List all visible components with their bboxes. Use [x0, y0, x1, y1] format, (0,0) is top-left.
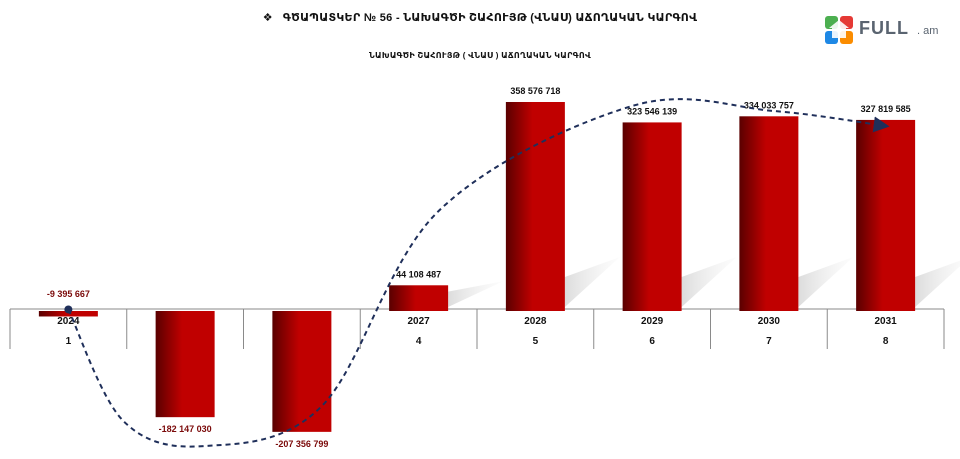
title-bullet-icon: ❖ [262, 12, 273, 24]
bar-shadow [681, 257, 737, 307]
trend-line [64, 98, 890, 448]
year-tick-label: 2029 [641, 316, 664, 327]
category-axis: 2024120252202632027420285202962030720318 [9, 308, 945, 349]
chart-subtitle: ՆԱԽԱԳԾԻ ՇԱՀՈՒՅԹ ( ՎՆԱՍ ) ԱՃՈՂԱԿԱՆ ԿԱՐԳՈՎ [369, 51, 591, 60]
year-tick-label: 2031 [875, 316, 898, 327]
trend-start-dot [64, 305, 73, 314]
bar-shadow [448, 281, 504, 307]
year-tick-label: 2030 [758, 316, 781, 327]
data-label: 323 546 139 [627, 106, 677, 116]
bar-shadow [564, 257, 620, 307]
value-labels: -9 395 667 -182 147 030 -207 356 799 44 108… [47, 86, 911, 449]
bar-2027 [389, 285, 449, 311]
full-am-logo[interactable]: FULL . am [823, 14, 955, 46]
bar-2028 [505, 102, 565, 311]
period-tick-label: 1 [66, 336, 72, 347]
data-label: -182 147 030 [159, 424, 212, 434]
logo-word: FULL [859, 18, 909, 38]
period-tick-label: 8 [883, 336, 889, 347]
period-tick-label: 6 [649, 336, 655, 347]
data-label: 358 576 718 [510, 86, 560, 96]
trend-curve [67, 98, 890, 448]
period-tick-label: 7 [766, 336, 772, 347]
data-label: -207 356 799 [275, 439, 328, 449]
year-tick-label: 2024 [57, 316, 80, 327]
bar-shadow [915, 260, 960, 307]
period-tick-label: 4 [416, 336, 422, 347]
data-label: 44 108 487 [396, 269, 441, 279]
bar-2030 [739, 116, 799, 311]
house-logo-icon [825, 16, 853, 44]
data-label: 327 819 585 [861, 104, 911, 114]
bar-2025 [155, 311, 215, 418]
title-text: ԳԾԱՊԱՏԿԵՐ № 56 - ՆԱԽԱԳԾԻ ՇԱՀՈՒՅԹ (ՎՆԱՍ) … [282, 12, 698, 24]
year-tick-label: 2027 [408, 316, 431, 327]
bar-2026 [272, 311, 332, 432]
year-tick-label: 2028 [524, 316, 547, 327]
bar-2024 [38, 311, 98, 317]
bar-2031 [856, 119, 916, 312]
data-label: -9 395 667 [47, 289, 90, 299]
period-tick-label: 5 [533, 336, 539, 347]
data-label: 334 033 757 [744, 100, 794, 110]
logo-domain: . am [917, 25, 939, 37]
bar-shadow [798, 257, 854, 307]
bar-shadows [448, 257, 960, 307]
page-title: ❖ ԳԾԱՊԱՏԿԵՐ № 56 - ՆԱԽԱԳԾԻ ՇԱՀՈՒՅԹ (ՎՆԱՍ)… [0, 11, 960, 24]
bars [38, 102, 916, 432]
bar-2029 [622, 122, 682, 311]
